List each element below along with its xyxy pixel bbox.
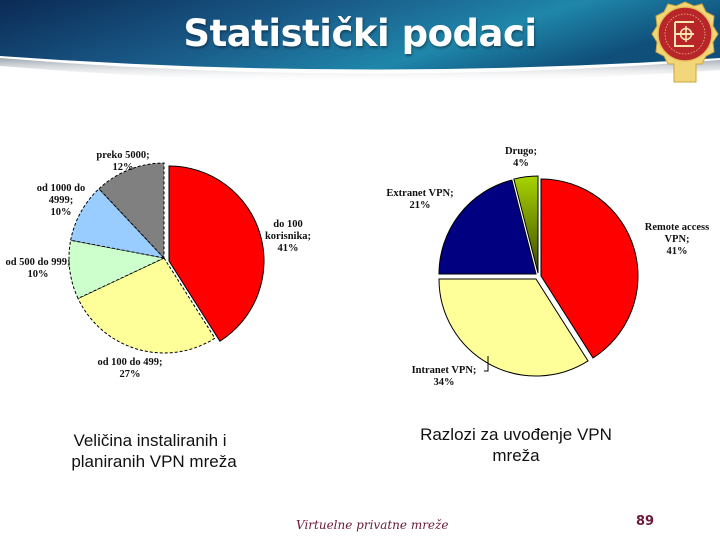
label-drugo: Drugo; 4% bbox=[504, 146, 538, 169]
pie-slice-od-500-do-999 bbox=[68, 239, 166, 300]
label-od-100-do-499: od 100 do 499; 27% bbox=[97, 357, 163, 380]
footer-title: Virtuelne privatne mreže bbox=[296, 518, 449, 532]
label-od-1000-do-4999: od 1000 do 4999; 10% bbox=[36, 183, 86, 218]
intranet-leader-line bbox=[484, 356, 489, 372]
page-title: Statistički podaci bbox=[183, 12, 537, 55]
pie-slice-od-100-do-499 bbox=[77, 257, 216, 354]
label-do-100-korisnika: do 100 korisnika; 41% bbox=[264, 219, 312, 254]
pie-slice-od-1000-do-4999 bbox=[70, 188, 166, 259]
pie-chart-vpn-size bbox=[68, 162, 265, 354]
pie-slice-intranet-vpn bbox=[438, 278, 589, 377]
label-preko-5000: preko 5000; 12% bbox=[96, 150, 150, 173]
pie-slice-preko-5000 bbox=[98, 162, 165, 260]
header-banner bbox=[0, 0, 720, 83]
pie-slice-drugo bbox=[513, 175, 539, 274]
pie-slice-remote-access-vpn bbox=[540, 178, 639, 359]
university-seal-icon bbox=[651, 1, 719, 83]
caption-left: Veličina instaliranih i planiranih VPN m… bbox=[71, 431, 237, 471]
label-extranet-vpn: Extranet VPN; 21% bbox=[386, 188, 454, 211]
page-number: 89 bbox=[636, 514, 655, 529]
pie-chart-vpn-reasons bbox=[438, 175, 639, 377]
label-intranet-vpn: Intranet VPN; 34% bbox=[411, 365, 477, 388]
caption-right: Razlozi za uvođenje VPN mreža bbox=[420, 425, 612, 465]
pie-slice-extranet-vpn bbox=[438, 179, 537, 275]
label-od-500-do-999: od 500 do 999; 10% bbox=[5, 257, 71, 280]
pie-slice-do-100-korisnika bbox=[168, 165, 265, 342]
label-remote-access-vpn: Remote access VPN; 41% bbox=[644, 222, 710, 257]
